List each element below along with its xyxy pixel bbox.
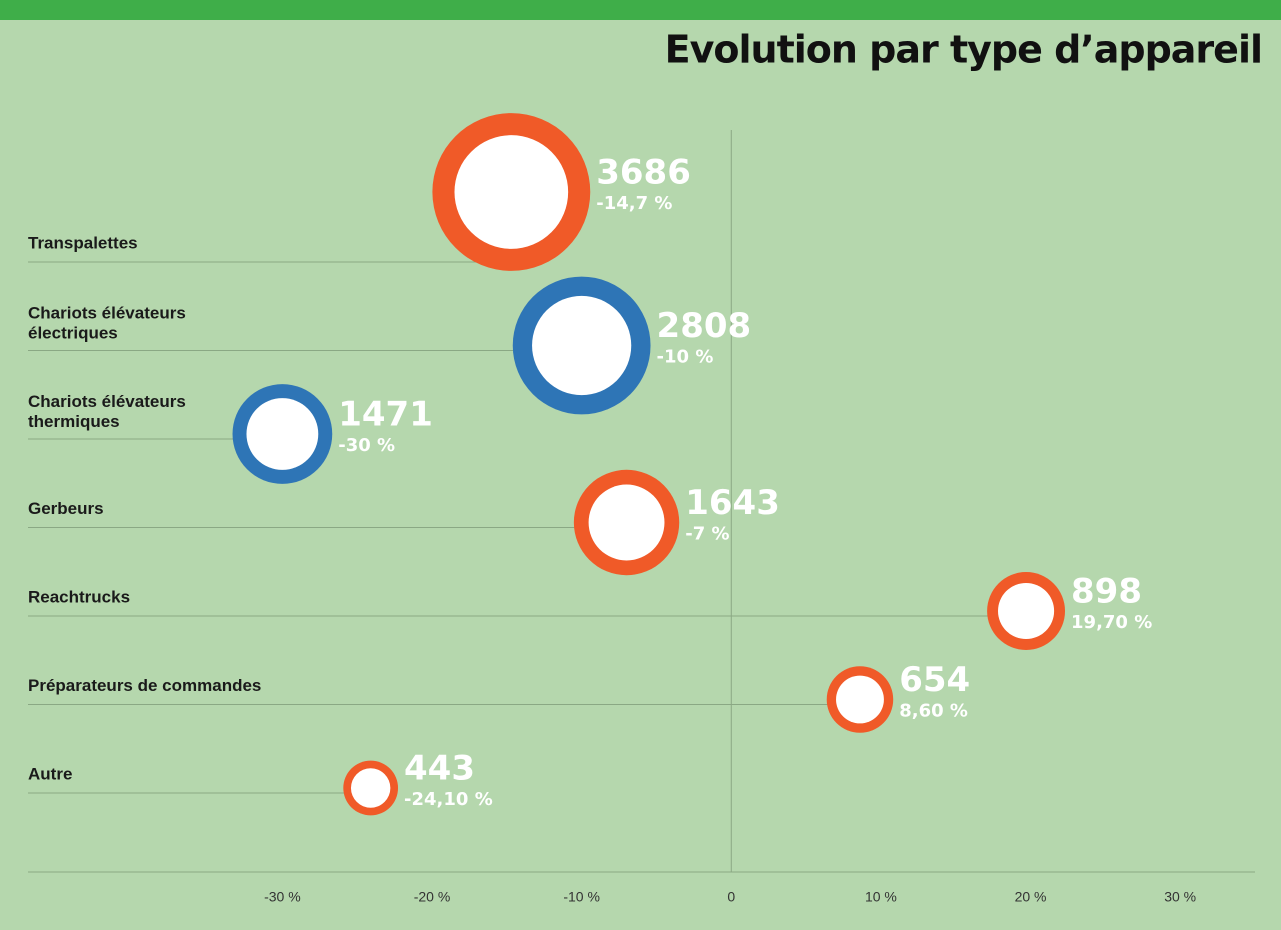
x-tick-label: -30 % <box>264 889 301 905</box>
label-line: électriques <box>28 324 118 343</box>
bubble-inner <box>532 295 632 396</box>
label-line: thermiques <box>28 412 120 431</box>
change-label: 8,60 % <box>899 701 968 722</box>
change-label: -7 % <box>685 524 729 545</box>
bubble-inner <box>350 768 391 808</box>
count-label: 654 <box>899 660 970 700</box>
category-label: Autre <box>28 764 72 783</box>
count-label: 443 <box>404 749 475 789</box>
category-label: Gerbeurs <box>28 499 104 518</box>
x-tick-label: -20 % <box>414 889 451 905</box>
category-label: Préparateurs de commandes <box>28 676 261 695</box>
change-label: 19,70 % <box>1071 612 1152 633</box>
bubble-inner <box>588 484 665 561</box>
change-label: -24,10 % <box>404 789 493 810</box>
category-label: Transpalettes <box>28 233 138 252</box>
category-label: Chariots élévateurs électriques <box>28 304 186 343</box>
category-label: Reachtrucks <box>28 587 130 606</box>
change-label: -30 % <box>338 435 395 456</box>
x-tick-label: 30 % <box>1164 889 1196 905</box>
count-label: 1643 <box>685 483 780 523</box>
x-tick-label: 0 <box>727 889 735 905</box>
top-bar <box>0 0 1281 20</box>
x-tick-label: 20 % <box>1015 889 1047 905</box>
bubble-inner <box>998 582 1055 640</box>
category-label: Chariots élévateurs thermiques <box>28 392 186 431</box>
label-line: Chariots élévateurs <box>28 304 186 323</box>
count-label: 2808 <box>657 306 752 346</box>
count-label: 1471 <box>338 395 433 435</box>
chart-title: Evolution par type d’appareil <box>665 28 1262 72</box>
count-label: 3686 <box>596 153 691 193</box>
change-label: -10 % <box>657 347 714 368</box>
bubble-inner <box>246 398 319 470</box>
change-label: -14,7 % <box>596 193 672 214</box>
x-tick-label: 10 % <box>865 889 897 905</box>
label-line: Chariots élévateurs <box>28 392 186 411</box>
bubble-inner <box>454 135 569 249</box>
count-label: 898 <box>1071 572 1142 612</box>
x-tick-label: -10 % <box>563 889 600 905</box>
bubble-inner <box>836 675 884 724</box>
